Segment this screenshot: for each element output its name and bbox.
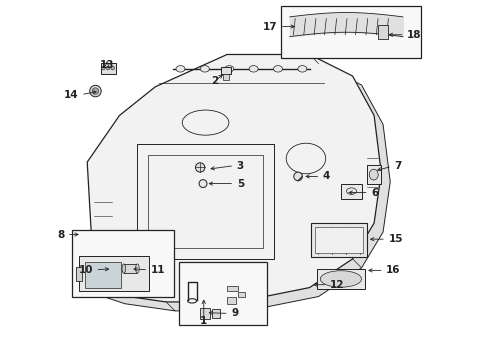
Text: 17: 17 bbox=[263, 22, 277, 32]
Ellipse shape bbox=[273, 66, 282, 72]
Bar bbox=[179, 262, 267, 325]
Bar bbox=[101, 63, 116, 74]
Circle shape bbox=[106, 66, 110, 70]
Circle shape bbox=[92, 88, 98, 94]
Bar bbox=[85, 262, 121, 288]
Ellipse shape bbox=[122, 264, 125, 273]
Circle shape bbox=[111, 66, 115, 70]
Circle shape bbox=[294, 172, 302, 181]
Bar bbox=[223, 74, 228, 80]
Bar bbox=[227, 286, 238, 291]
Text: 13: 13 bbox=[99, 60, 114, 70]
Ellipse shape bbox=[225, 66, 234, 72]
Polygon shape bbox=[96, 63, 390, 311]
Bar bbox=[200, 309, 210, 319]
Ellipse shape bbox=[176, 66, 185, 72]
Bar bbox=[378, 26, 388, 39]
Text: 2: 2 bbox=[211, 76, 218, 86]
Text: 1: 1 bbox=[200, 316, 207, 325]
Circle shape bbox=[199, 180, 207, 188]
Bar bbox=[315, 227, 364, 253]
Bar bbox=[124, 264, 137, 273]
Circle shape bbox=[196, 163, 205, 172]
Text: 4: 4 bbox=[323, 171, 330, 181]
Bar bbox=[281, 6, 421, 58]
Text: 6: 6 bbox=[371, 188, 378, 198]
Ellipse shape bbox=[136, 264, 139, 273]
Ellipse shape bbox=[298, 66, 307, 72]
Bar bbox=[72, 230, 174, 297]
Ellipse shape bbox=[320, 271, 362, 287]
Bar bbox=[317, 269, 365, 289]
Ellipse shape bbox=[369, 169, 378, 180]
Bar bbox=[311, 223, 367, 257]
Text: 16: 16 bbox=[386, 265, 401, 275]
Text: 14: 14 bbox=[64, 90, 78, 100]
Circle shape bbox=[90, 85, 101, 97]
Text: 8: 8 bbox=[57, 230, 64, 239]
Text: 12: 12 bbox=[330, 280, 344, 290]
Bar bbox=[221, 67, 231, 74]
Ellipse shape bbox=[200, 66, 209, 72]
Ellipse shape bbox=[249, 66, 258, 72]
Text: 7: 7 bbox=[394, 161, 402, 171]
Bar bbox=[212, 310, 220, 318]
Bar bbox=[238, 292, 245, 297]
Polygon shape bbox=[87, 54, 381, 302]
Text: 5: 5 bbox=[237, 179, 244, 189]
Bar bbox=[341, 184, 362, 199]
Text: 11: 11 bbox=[151, 265, 165, 275]
Text: 3: 3 bbox=[237, 161, 244, 171]
Text: 15: 15 bbox=[389, 234, 403, 244]
Bar bbox=[79, 256, 149, 291]
Text: 10: 10 bbox=[78, 265, 93, 275]
Bar bbox=[367, 165, 381, 184]
Bar bbox=[76, 267, 82, 281]
Text: 9: 9 bbox=[231, 309, 239, 318]
Bar bbox=[227, 297, 236, 304]
Text: 18: 18 bbox=[407, 30, 421, 40]
Circle shape bbox=[101, 66, 105, 70]
